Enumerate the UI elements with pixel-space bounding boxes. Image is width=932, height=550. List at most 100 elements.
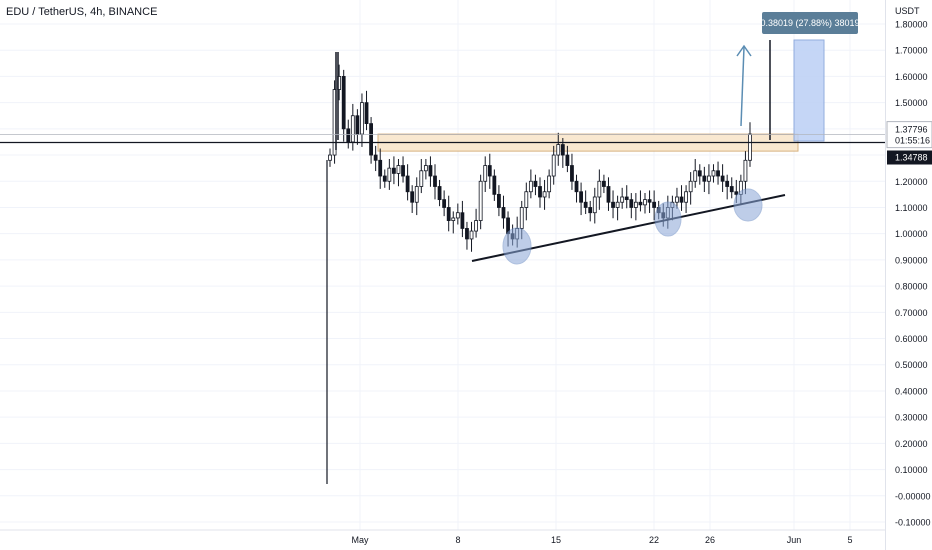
candle-body	[734, 191, 739, 195]
candle-body	[579, 191, 583, 203]
candle-body	[624, 196, 629, 201]
candle-body	[341, 76, 346, 130]
candle-body	[583, 201, 588, 208]
candle-body	[414, 186, 419, 203]
time-axis[interactable]: May 8 15 22 26 Jun 5	[0, 529, 885, 545]
y-tick-label: 0.20000	[895, 439, 928, 449]
candle-body	[483, 165, 488, 182]
candle-body	[606, 186, 611, 203]
candle-body	[382, 175, 387, 182]
candle-body	[615, 201, 620, 208]
candle-body	[574, 180, 579, 193]
candle-body	[442, 199, 447, 208]
candle-body	[387, 167, 392, 182]
level-price-tag: 1.34788	[895, 153, 928, 163]
candle-body	[519, 207, 524, 229]
y-tick-label: -0.00000	[895, 491, 931, 501]
candle-body	[478, 180, 483, 221]
y-tick-label: 0.60000	[895, 334, 928, 344]
x-tick-label: May	[351, 535, 369, 545]
chart-title: EDU / TetherUS, 4h, BINANCE	[6, 6, 158, 18]
candle-body	[410, 191, 415, 203]
level-price-tag-bg	[887, 150, 932, 165]
x-tick-label: 15	[551, 535, 561, 545]
candle-body	[602, 180, 606, 187]
candle-body	[446, 207, 451, 221]
candle-body	[693, 170, 698, 182]
measure-box	[793, 39, 825, 142]
candle-body	[684, 191, 688, 203]
x-tick-label: Jun	[787, 535, 802, 545]
candle-body	[419, 170, 424, 187]
candle-body	[743, 159, 748, 182]
current-price-tag: 1.37796	[895, 125, 928, 135]
candle-body	[373, 154, 378, 161]
y-tick-label: 0.30000	[895, 413, 928, 423]
current-price-tag-bg	[886, 121, 932, 149]
candle-body	[570, 165, 574, 182]
price-axis-divider	[885, 0, 886, 550]
candle-body	[455, 212, 460, 219]
candle-body	[469, 230, 474, 240]
x-tick-label: 22	[649, 535, 659, 545]
candle-body	[647, 199, 652, 203]
y-tick-label: 1.20000	[895, 177, 928, 187]
candle-body	[702, 175, 707, 182]
candle-body	[405, 175, 410, 193]
candle-body	[433, 175, 437, 187]
candle-body	[392, 167, 396, 174]
candle-body	[492, 175, 497, 195]
candle-body	[474, 220, 478, 232]
y-tick-label: 0.40000	[895, 386, 928, 396]
candle-body	[396, 165, 401, 174]
candle-body	[350, 115, 355, 143]
candle-body	[707, 175, 711, 182]
candle-body	[620, 196, 625, 203]
candle-body	[460, 212, 465, 229]
drawings-front-layer: 0.38019 (27.88%) 38019	[0, 12, 885, 265]
candle-body	[547, 175, 552, 193]
candle-body	[748, 133, 752, 161]
y-tick-label: 0.90000	[895, 255, 928, 265]
measure-label: 0.38019 (27.88%) 38019	[760, 18, 859, 28]
y-tick-label: 1.10000	[895, 203, 928, 213]
x-tick-label: 5	[847, 535, 852, 545]
target-arrow-head	[736, 44, 752, 57]
y-tick-label: 1.80000	[895, 20, 928, 30]
candle-body	[711, 170, 716, 177]
candle-body	[688, 180, 693, 193]
candle-body	[633, 201, 638, 208]
candle-body	[497, 193, 501, 208]
candle-body	[369, 123, 373, 156]
y-tick-label: -0.10000	[895, 518, 931, 528]
candle-body	[638, 201, 643, 206]
candle-body	[451, 217, 456, 221]
candle-body	[542, 191, 547, 198]
candle-body	[592, 196, 597, 214]
candle-body	[465, 228, 469, 240]
candle-body	[588, 207, 593, 214]
candle-body	[538, 186, 542, 198]
measure-label-bg	[762, 12, 858, 34]
y-tick-label: 1.50000	[895, 98, 928, 108]
candle-body	[725, 180, 730, 187]
y-axis-unit: USDT	[895, 6, 920, 16]
candles-layer	[326, 52, 752, 484]
candle-body	[551, 154, 556, 177]
y-tick-label: 0.70000	[895, 308, 928, 318]
candle-body	[560, 144, 565, 156]
y-tick-label: 0.10000	[895, 465, 928, 475]
candle-body	[423, 165, 428, 172]
y-tick-label: 1.70000	[895, 46, 928, 56]
candle-body	[679, 196, 684, 203]
candle-body	[597, 180, 602, 198]
candle-body	[401, 165, 405, 177]
candle-body	[346, 128, 351, 143]
candle-body	[355, 115, 360, 135]
candle-body	[378, 159, 383, 177]
candle-body	[720, 175, 725, 182]
price-axis[interactable]: 1.800001.700001.600001.500001.400001.300…	[886, 6, 932, 528]
candle-body	[364, 102, 369, 124]
candle-body	[428, 165, 433, 177]
